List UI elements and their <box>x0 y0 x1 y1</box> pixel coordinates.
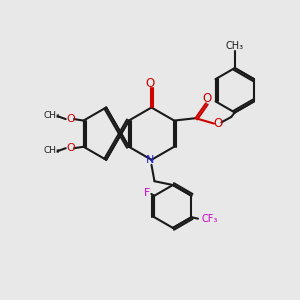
Text: CH₃: CH₃ <box>43 111 60 120</box>
Text: CH₃: CH₃ <box>226 41 244 51</box>
Text: F: F <box>144 188 150 198</box>
Text: CH₃: CH₃ <box>43 146 60 155</box>
Text: CF₃: CF₃ <box>202 214 218 224</box>
Text: O: O <box>66 143 75 153</box>
Text: O: O <box>202 92 211 105</box>
Text: O: O <box>146 77 154 90</box>
Text: N: N <box>146 155 154 165</box>
Text: O: O <box>66 114 75 124</box>
Text: O: O <box>214 117 223 130</box>
